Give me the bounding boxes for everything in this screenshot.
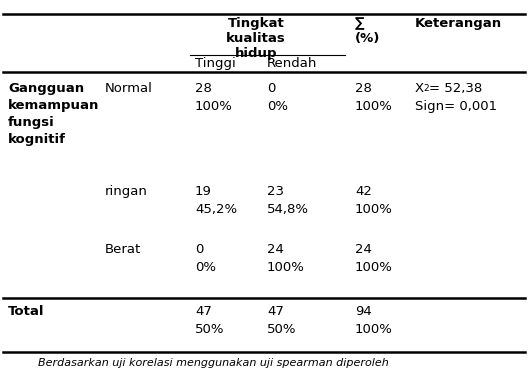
Text: 28: 28 [355,82,372,95]
Text: 50%: 50% [195,323,225,336]
Text: 42: 42 [355,185,372,198]
Text: 24: 24 [267,243,284,256]
Text: 47: 47 [195,305,212,318]
Text: Tingkat
kualitas
hidup: Tingkat kualitas hidup [226,17,286,60]
Text: 54,8%: 54,8% [267,203,309,216]
Text: 50%: 50% [267,323,296,336]
Text: 0%: 0% [195,261,216,274]
Text: 23: 23 [267,185,284,198]
Text: 100%: 100% [355,100,393,113]
Text: Sign= 0,001: Sign= 0,001 [415,100,497,113]
Text: 100%: 100% [355,261,393,274]
Text: 28: 28 [195,82,212,95]
Text: 100%: 100% [267,261,305,274]
Text: 47: 47 [267,305,284,318]
Text: X: X [415,82,424,95]
Text: Berat: Berat [105,243,142,256]
Text: Normal: Normal [105,82,153,95]
Text: 100%: 100% [355,203,393,216]
Text: 0%: 0% [267,100,288,113]
Text: Tinggi: Tinggi [195,57,236,70]
Text: Total: Total [8,305,45,318]
Text: ringan: ringan [105,185,148,198]
Text: Berdasarkan uji korelasi menggunakan uji spearman diperoleh: Berdasarkan uji korelasi menggunakan uji… [38,358,388,368]
Text: ∑
(%): ∑ (%) [355,17,381,45]
Text: Gangguan
kemampuan
fungsi
kognitif: Gangguan kemampuan fungsi kognitif [8,82,100,146]
Text: 2: 2 [423,84,429,93]
Text: 100%: 100% [195,100,233,113]
Text: 94: 94 [355,305,372,318]
Text: 100%: 100% [355,323,393,336]
Text: = 52,38: = 52,38 [429,82,482,95]
Text: 0: 0 [267,82,276,95]
Text: Rendah: Rendah [267,57,317,70]
Text: 19: 19 [195,185,212,198]
Text: Keterangan: Keterangan [415,17,502,30]
Text: 24: 24 [355,243,372,256]
Text: 45,2%: 45,2% [195,203,237,216]
Text: 0: 0 [195,243,204,256]
